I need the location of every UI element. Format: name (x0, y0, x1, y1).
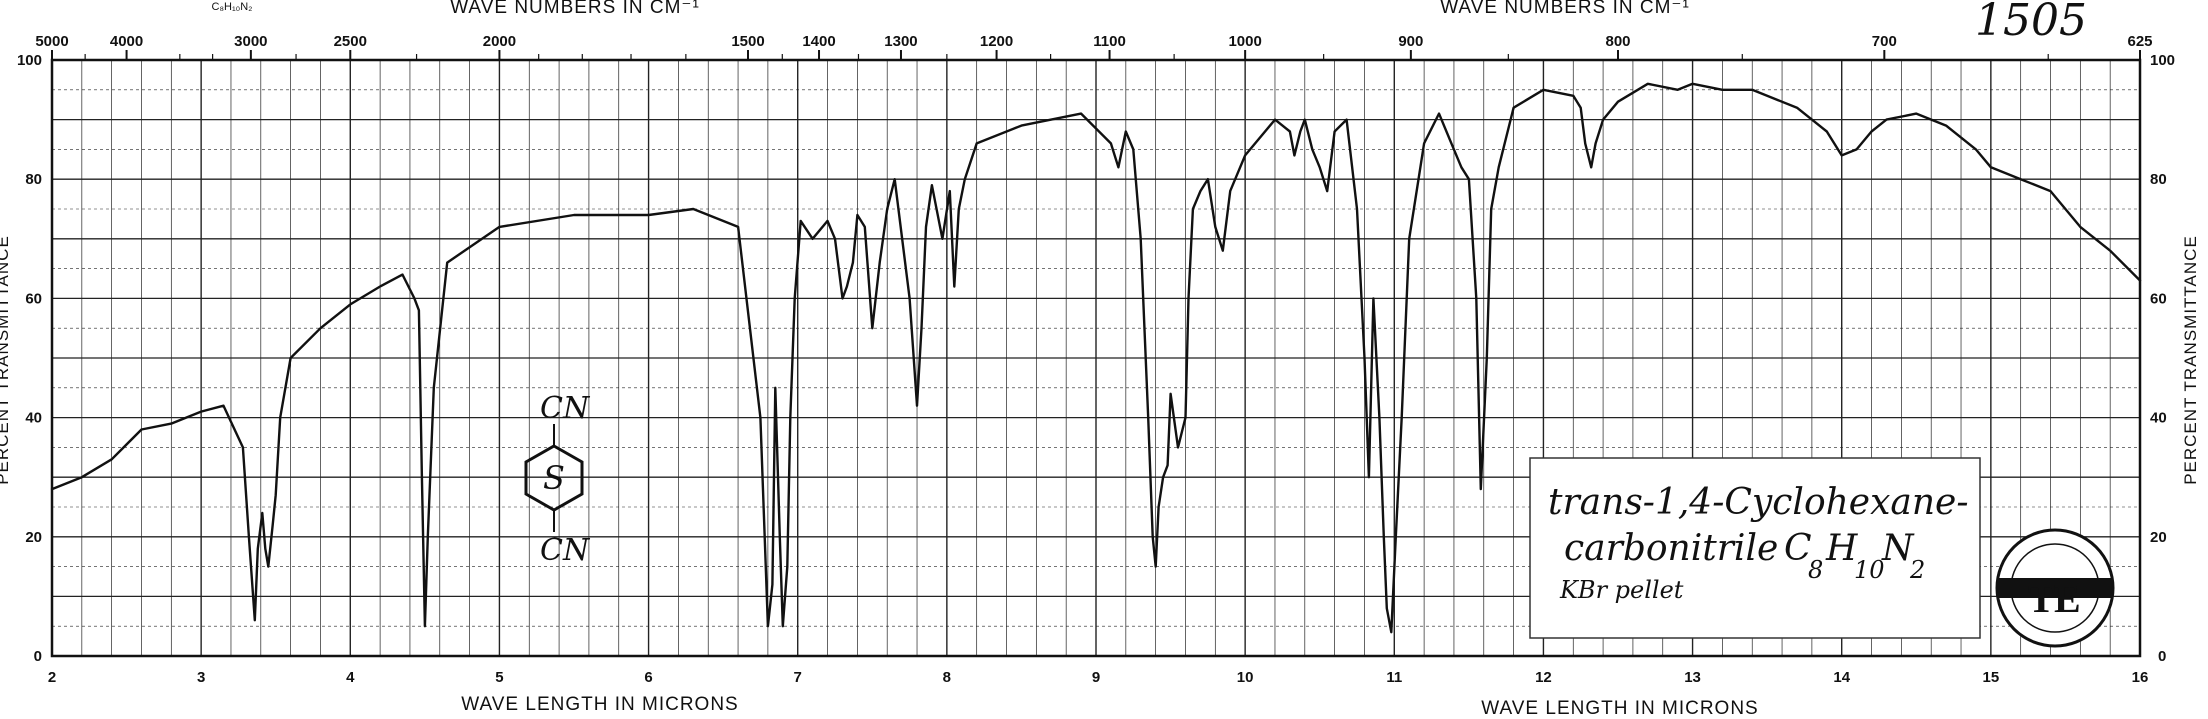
bottom-xlabel-right: WAVE LENGTH IN MICRONS (1481, 698, 1758, 719)
y-tick-label-right: 100 (2150, 52, 2175, 69)
svg-text:8: 8 (1808, 556, 1823, 584)
wavenumber-tick-label: 1200 (980, 33, 1013, 50)
svg-text:10: 10 (1854, 556, 1885, 584)
right-ylabel: PERCENT TRANSMITTANCE (2181, 235, 2200, 485)
x-tick-label: 16 (2132, 669, 2149, 686)
bottom-xlabel-left: WAVE LENGTH IN MICRONS (461, 694, 738, 715)
preparation-note: KBr pellet (1559, 576, 1684, 604)
x-tick-label: 12 (1535, 669, 1552, 686)
compound-name-line2: carbonitrile (1564, 528, 1778, 569)
x-tick-label: 7 (794, 669, 802, 686)
spectrum-series (50, 82, 2142, 634)
y-tick-label-right: 40 (2150, 410, 2167, 427)
compound-formula: C 8 H 10 N 2 (1784, 528, 1925, 584)
wavenumber-tick-label: 900 (1398, 33, 1423, 50)
x-tick-label: 2 (48, 669, 56, 686)
wavenumber-tick-label: 3000 (234, 33, 267, 50)
x-tick-label: 8 (943, 669, 951, 686)
structure-diagram: CN S CN (524, 391, 591, 568)
x-tick-label: 3 (197, 669, 205, 686)
svg-text:T: T (2028, 576, 2055, 621)
left-ylabel: PERCENT TRANSMITTANCE (0, 235, 12, 485)
structure-bottom-cn: CN (540, 533, 591, 568)
wavenumber-tick-label: 4000 (110, 33, 143, 50)
y-tick-label-right: 0 (2158, 648, 2166, 665)
compound-label-box: trans-1,4-Cyclohexane- carbonitrile C 8 … (1529, 457, 1981, 639)
wavenumber-tick-label: 1100 (1093, 33, 1126, 50)
structure-ring-s: S (543, 459, 565, 497)
y-tick-label: 20 (25, 529, 42, 546)
svg-text:C: C (1784, 528, 1812, 569)
x-tick-label: 6 (644, 669, 652, 686)
x-tick-label: 9 (1092, 669, 1100, 686)
y-tick-label-right: 80 (2150, 171, 2167, 188)
svg-text:E: E (2054, 576, 2081, 621)
y-tick-label-right: 60 (2150, 290, 2167, 307)
tick-labels: 2 3 4 5 6 7 8 9 10 11 12 13 14 15 16020406080100204060… (17, 33, 2175, 686)
wavenumber-tick-label: 2000 (483, 33, 516, 50)
wavenumber-tick-label: 625 (2127, 33, 2152, 50)
wavenumber-tick-label: 2500 (334, 33, 367, 50)
wavenumber-tick-label: 1300 (884, 33, 917, 50)
wavenumber-tick-label: 700 (1872, 33, 1897, 50)
major-grid (52, 60, 2140, 656)
compound-name-line1: trans-1,4-Cyclohexane- (1548, 482, 1969, 523)
svg-text:N: N (1881, 528, 1915, 569)
svg-text:H: H (1825, 528, 1858, 569)
x-tick-label: 15 (1983, 669, 2000, 686)
header-formula: C₈H₁₀N₂ (212, 1, 253, 13)
wavenumber-tick-label: 1500 (731, 33, 764, 50)
y-tick-label: 100 (17, 52, 42, 69)
plot-frame (50, 58, 2142, 658)
top-xlabel-right: WAVE NUMBERS IN CM⁻¹ (1440, 0, 1690, 18)
y-tick-label: 80 (25, 171, 42, 188)
x-tick-label: 13 (1684, 669, 1701, 686)
x-tick-label: 5 (495, 669, 503, 686)
top-xlabel-left: WAVE NUMBERS IN CM⁻¹ (450, 0, 700, 18)
wavenumber-tick-label: 5000 (35, 33, 68, 50)
wavenumber-tick-label: 1400 (802, 33, 835, 50)
x-tick-label: 14 (1833, 669, 1850, 686)
stamp-seal: T E (1995, 528, 2115, 648)
x-tick-label: 10 (1237, 669, 1254, 686)
sample-number: 1505 (1975, 0, 2087, 46)
y-tick-label: 0 (34, 648, 42, 665)
axis-ticks (51, 50, 2141, 60)
x-tick-label: 11 (1386, 669, 1402, 686)
y-tick-label-right: 20 (2150, 529, 2167, 546)
spectrum-line (50, 82, 2142, 634)
y-tick-label: 40 (25, 410, 42, 427)
x-tick-label: 4 (346, 669, 355, 686)
wavenumber-tick-label: 1000 (1228, 33, 1261, 50)
svg-text:2: 2 (1909, 556, 1925, 584)
structure-top-cn: CN (540, 391, 591, 426)
y-tick-label: 60 (25, 290, 42, 307)
wavenumber-tick-label: 800 (1605, 33, 1630, 50)
